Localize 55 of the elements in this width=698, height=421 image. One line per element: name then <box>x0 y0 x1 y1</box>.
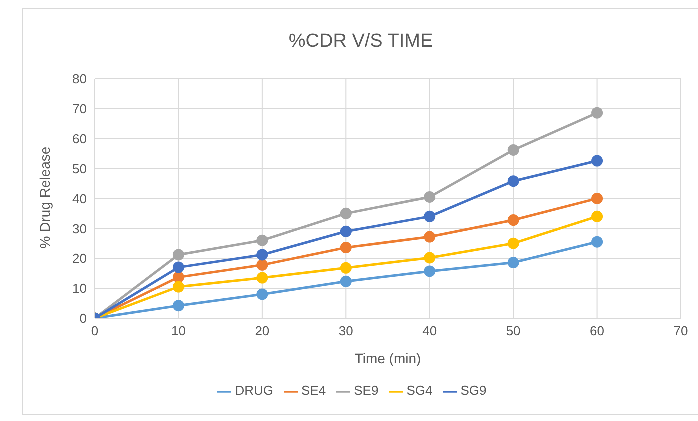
point <box>256 249 268 261</box>
point <box>592 210 604 222</box>
point <box>508 257 520 269</box>
point <box>508 176 520 188</box>
x-tick-label: 50 <box>506 324 521 339</box>
y-tick-label: 50 <box>72 161 87 176</box>
x-tick-label: 20 <box>255 324 270 339</box>
point <box>424 210 436 222</box>
point <box>592 155 604 167</box>
point <box>172 272 184 284</box>
y-tick-label: 70 <box>72 102 87 117</box>
point <box>172 262 184 274</box>
point <box>172 249 184 261</box>
point <box>256 272 268 284</box>
point <box>592 192 604 204</box>
legend-label: SE9 <box>354 383 379 398</box>
point <box>424 266 436 278</box>
point <box>340 226 352 238</box>
y-tick-label: 30 <box>72 221 87 236</box>
x-axis-title: Time (min) <box>354 350 422 366</box>
point <box>508 144 520 156</box>
point <box>424 252 436 264</box>
point <box>340 208 352 220</box>
point <box>592 236 604 248</box>
y-tick-label: 60 <box>72 131 87 146</box>
point <box>592 107 604 119</box>
x-tick-label: 30 <box>338 324 354 339</box>
point <box>508 214 520 226</box>
y-tick-label: 80 <box>72 72 87 87</box>
point <box>508 238 520 250</box>
x-tick-label: 0 <box>91 324 99 339</box>
point <box>424 231 436 243</box>
point <box>256 259 268 271</box>
point <box>424 191 436 203</box>
x-tick-label: 70 <box>674 324 688 339</box>
legend-label: SG9 <box>460 383 487 398</box>
legend-label: DRUG <box>235 383 274 398</box>
point <box>256 234 268 246</box>
point <box>340 242 352 254</box>
legend-label: SE4 <box>302 383 326 398</box>
x-tick-label: 60 <box>590 324 605 339</box>
y-tick-label: 40 <box>72 191 87 206</box>
y-tick-label: 0 <box>80 311 87 326</box>
y-axis-title: % Drug Release <box>36 146 53 249</box>
point <box>256 288 268 300</box>
y-tick-label: 20 <box>72 251 87 266</box>
y-tick-label: 10 <box>72 281 87 296</box>
point <box>340 276 352 288</box>
point <box>172 281 184 293</box>
x-tick-label: 40 <box>422 324 438 339</box>
point <box>172 300 184 312</box>
chart-title: %CDR V/S TIME <box>288 31 434 53</box>
point <box>340 262 352 274</box>
legend-label: SG4 <box>406 383 433 398</box>
x-tick-label: 10 <box>171 324 186 339</box>
